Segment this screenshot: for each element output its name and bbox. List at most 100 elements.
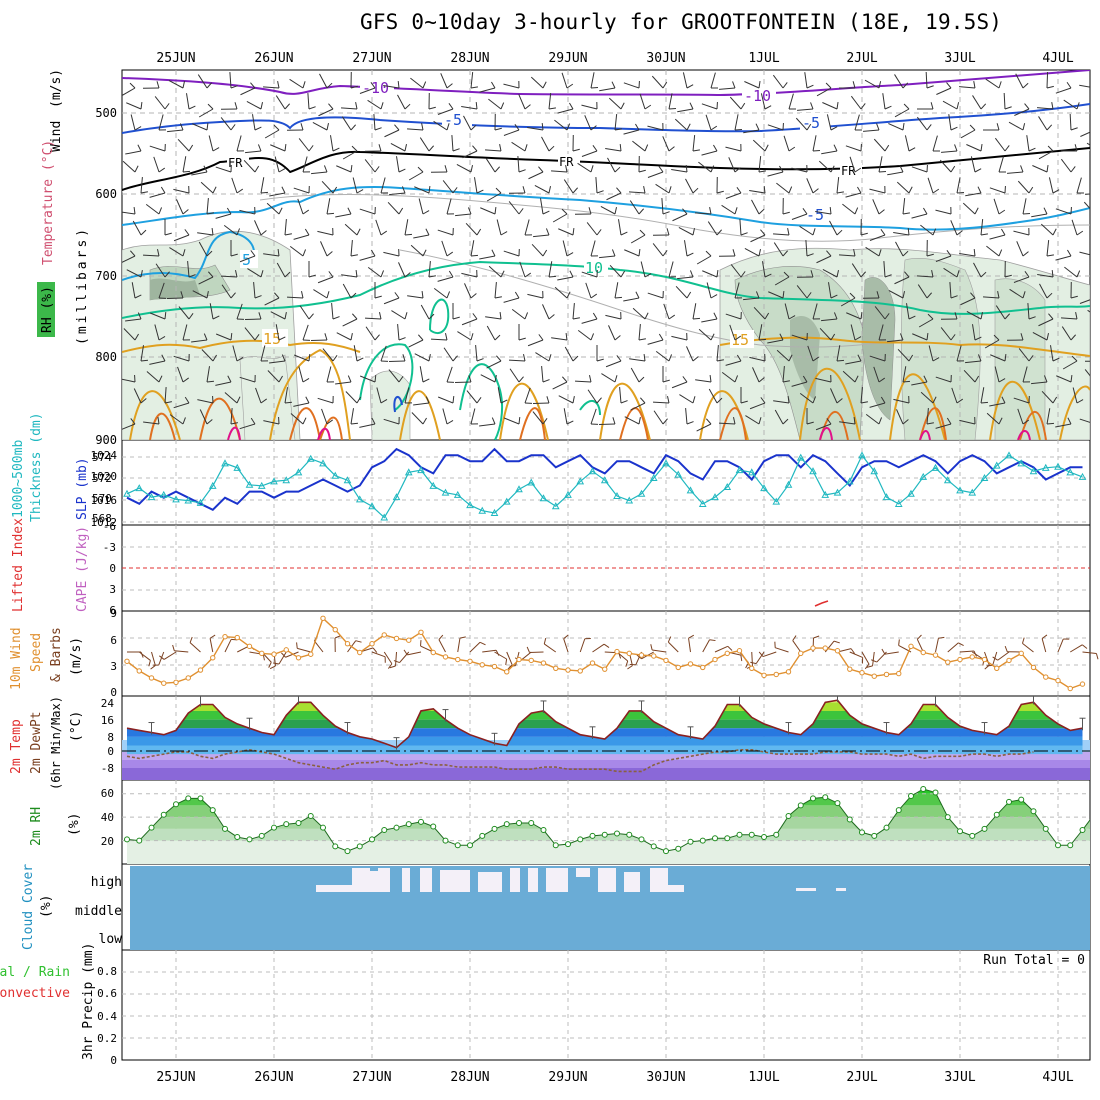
upper-barb [959, 86, 976, 89]
wind10-point [896, 670, 902, 677]
precip-tick: 0.6 [97, 987, 117, 1000]
upper-barb [534, 185, 550, 194]
thickness-point [159, 490, 168, 498]
ylabel-speed: Speed [29, 633, 44, 672]
upper-barb-flag [668, 186, 672, 194]
upper-barb [734, 114, 739, 131]
upper-barb-flag [806, 253, 814, 257]
upper-barb-flag [788, 186, 793, 194]
upper-barb-flag [446, 291, 451, 299]
upper-barb-flag [518, 416, 521, 425]
upper-barb [552, 381, 568, 390]
wind10-barb [494, 651, 507, 660]
upper-barb [888, 123, 904, 131]
upper-barb [1079, 299, 1090, 304]
thickness-point [723, 482, 732, 491]
upper-barb-flag [689, 102, 694, 110]
upper-barb-flag [404, 103, 411, 110]
temp2m-tick: -8 [101, 762, 114, 775]
wind10-point [332, 626, 338, 633]
upper-barb-flag [236, 396, 241, 404]
upper-barb [767, 339, 784, 344]
upper-barb [260, 345, 266, 362]
upper-barb [554, 286, 568, 299]
upper-barb-flag [1028, 147, 1036, 152]
upper-barb [962, 202, 976, 215]
upper-barb [865, 246, 880, 257]
upper-barb [177, 366, 184, 383]
wind10-point [614, 648, 620, 655]
thickness-point [490, 508, 499, 516]
upper-barb [776, 182, 790, 194]
upper-barb-flag [1022, 419, 1030, 425]
upper-barb [902, 198, 906, 215]
upper-barb-flag [643, 353, 646, 362]
rh2m-point [209, 807, 216, 814]
upper-barb [822, 102, 838, 110]
upper-barb-flag [619, 143, 622, 152]
upper-barb-flag [541, 122, 544, 131]
upper-barb [293, 402, 310, 407]
upper-barb-flag [644, 104, 652, 110]
upper-barb [1061, 317, 1078, 320]
upper-barb [1086, 142, 1090, 146]
upper-barb [869, 355, 886, 362]
upper-barb [289, 78, 304, 89]
wind10-barb-flag [864, 663, 870, 670]
wind10-barb [457, 638, 461, 653]
upper-barb-flag [950, 334, 956, 341]
upper-barb-flag [495, 187, 502, 194]
wind10-barb [579, 638, 586, 653]
upper-barb [1069, 113, 1072, 131]
upper-barb [359, 423, 376, 428]
wind10-point [295, 655, 302, 661]
upper-barb [708, 388, 718, 404]
upper-barb-flag [470, 293, 477, 299]
upper-barb-flag [956, 230, 963, 236]
upper-barb-flag [980, 312, 984, 320]
wind10-barb-flag [269, 665, 276, 670]
thickness-point [894, 499, 903, 507]
upper-barb [851, 263, 862, 278]
upper-barb-flag [332, 186, 338, 194]
upper-barb-flag [206, 291, 209, 299]
upper-barb-flag [491, 81, 496, 89]
upper-barb [1079, 418, 1090, 423]
upper-barb [557, 276, 574, 281]
upper-barb-flag [260, 270, 264, 278]
upper-barb-flag [876, 291, 880, 299]
upper-barb [629, 191, 646, 194]
upper-barb [326, 366, 332, 383]
rh2m-point [908, 793, 914, 800]
upper-barb [290, 413, 304, 425]
upper-barb [986, 245, 1000, 257]
upper-barb-flag [398, 337, 406, 341]
upper-barb [925, 71, 928, 89]
upper-barb [246, 101, 262, 110]
upper-barb-flag [1046, 422, 1055, 425]
upper-barb [244, 318, 262, 321]
temp2m-band [191, 702, 1042, 711]
upper-barb [311, 171, 328, 175]
upper-barb [465, 222, 478, 236]
isotherm-minus10 [122, 70, 1090, 97]
rh2m-point [663, 848, 669, 855]
upper-barb-flag [164, 271, 170, 278]
thickness-point [527, 478, 536, 486]
upper-barb [939, 159, 952, 173]
thickness-point [735, 466, 744, 474]
upper-barb [433, 287, 448, 299]
ylabel-3hr-precip: 3hr Precip (mm) [81, 943, 96, 1060]
upper-barb [812, 135, 817, 152]
upper-barb [743, 129, 760, 134]
upper-barb [264, 297, 280, 306]
upper-barb [433, 120, 448, 131]
upper-barb-flag [880, 396, 886, 404]
isotherm-label: -5 [802, 114, 820, 132]
upper-barb [1032, 332, 1048, 341]
thickness-tick: 570 [92, 492, 112, 505]
upper-barb [651, 75, 664, 89]
upper-barb-flag [542, 418, 548, 425]
upper-barb-flag [374, 295, 382, 299]
upper-barb [380, 177, 386, 194]
